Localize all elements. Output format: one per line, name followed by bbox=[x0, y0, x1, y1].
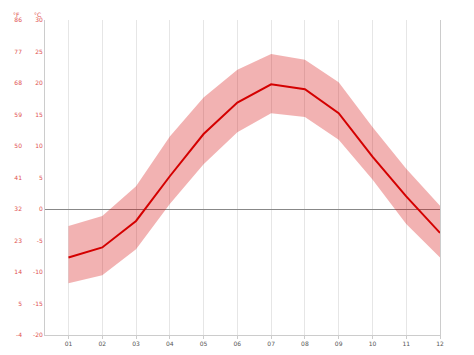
svg-text:5: 5 bbox=[18, 300, 22, 307]
svg-text:°C: °C bbox=[34, 11, 41, 18]
svg-text:12: 12 bbox=[436, 340, 444, 347]
svg-text:-4: -4 bbox=[16, 331, 22, 338]
svg-text:14: 14 bbox=[14, 268, 22, 275]
svg-text:09: 09 bbox=[335, 340, 343, 347]
svg-text:15: 15 bbox=[35, 111, 43, 118]
svg-text:02: 02 bbox=[98, 340, 106, 347]
svg-text:59: 59 bbox=[14, 111, 22, 118]
svg-text:0: 0 bbox=[39, 205, 43, 212]
svg-text:-20: -20 bbox=[33, 331, 43, 338]
svg-text:01: 01 bbox=[65, 340, 73, 347]
svg-text:41: 41 bbox=[14, 174, 22, 181]
svg-text:07: 07 bbox=[267, 340, 275, 347]
svg-text:25: 25 bbox=[35, 48, 43, 55]
svg-text:5: 5 bbox=[39, 174, 43, 181]
svg-text:20: 20 bbox=[35, 79, 43, 86]
svg-text:04: 04 bbox=[166, 340, 174, 347]
svg-text:32: 32 bbox=[14, 205, 22, 212]
svg-text:03: 03 bbox=[132, 340, 140, 347]
svg-text:05: 05 bbox=[200, 340, 208, 347]
svg-text:68: 68 bbox=[14, 79, 22, 86]
svg-text:77: 77 bbox=[14, 48, 22, 55]
svg-text:50: 50 bbox=[14, 142, 22, 149]
svg-text:-10: -10 bbox=[33, 268, 43, 275]
svg-text:86: 86 bbox=[14, 16, 22, 23]
svg-text:10: 10 bbox=[35, 142, 43, 149]
svg-text:23: 23 bbox=[14, 237, 22, 244]
svg-text:°F: °F bbox=[13, 11, 20, 18]
svg-text:06: 06 bbox=[234, 340, 242, 347]
svg-text:10: 10 bbox=[369, 340, 377, 347]
svg-text:-15: -15 bbox=[33, 300, 43, 307]
svg-text:30: 30 bbox=[35, 16, 43, 23]
svg-text:11: 11 bbox=[402, 340, 410, 347]
svg-text:-5: -5 bbox=[37, 237, 43, 244]
svg-text:08: 08 bbox=[301, 340, 309, 347]
